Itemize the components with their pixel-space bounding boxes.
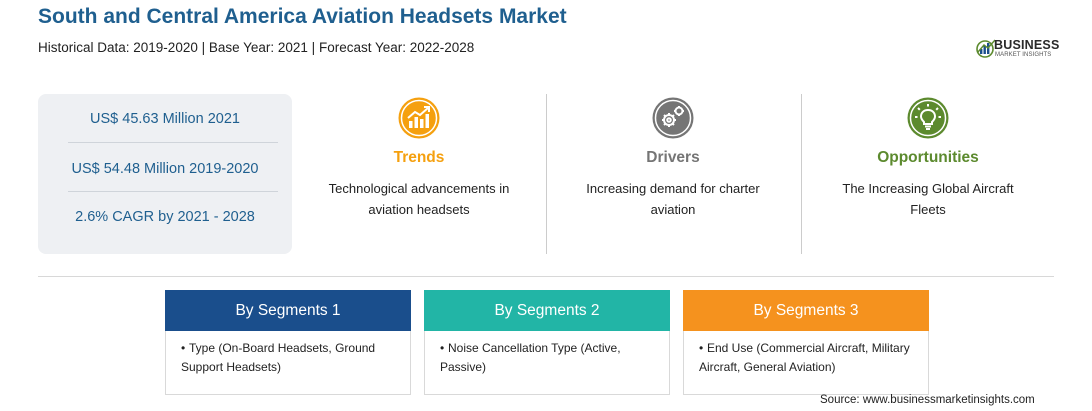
column-divider xyxy=(546,94,547,254)
segment-3-bullet: End Use (Commercial Aircraft, Military A… xyxy=(699,341,910,374)
segment-card-3: By Segments 3 • End Use (Commercial Aircr… xyxy=(683,290,929,395)
trend-chart-icon xyxy=(398,97,440,139)
opportunities-heading: Opportunities xyxy=(877,149,979,166)
drivers-heading: Drivers xyxy=(646,149,700,166)
trends-column: Trends Technological advancements in avi… xyxy=(294,94,544,254)
stat-cagr: 2.6% CAGR by 2021 - 2028 xyxy=(75,209,255,225)
segment-1-body: • Type (On-Board Headsets, Ground Support… xyxy=(181,339,407,377)
stat-divider xyxy=(68,191,278,192)
trends-text: Technological advancements in aviation h… xyxy=(328,181,510,217)
segment-3-body: • End Use (Commercial Aircraft, Military … xyxy=(699,339,925,377)
key-stats-panel: US$ 45.63 Million 2021 US$ 54.48 Million… xyxy=(38,94,292,254)
bullet-icon: • xyxy=(699,341,704,355)
company-logo[interactable]: BUSINESS MARKET INSIGHTS xyxy=(976,36,1066,60)
bullet-icon: • xyxy=(181,341,186,355)
segment-card-1: By Segments 1 • Type (On-Board Headsets, … xyxy=(165,290,411,395)
page-title: South and Central America Aviation Heads… xyxy=(38,5,567,28)
segment-card-2: By Segments 2 • Noise Cancellation Type (… xyxy=(424,290,670,395)
stat-divider xyxy=(68,142,278,143)
opportunities-text: The Increasing Global Aircraft Fleets xyxy=(842,181,1014,217)
segment-1-header: By Segments 1 xyxy=(165,290,411,331)
segment-1-bullet: Type (On-Board Headsets, Ground Support … xyxy=(181,341,376,374)
section-divider xyxy=(38,276,1054,277)
logo-text-primary: BUSINESS xyxy=(994,38,1060,52)
page-subtitle: Historical Data: 2019-2020 | Base Year: … xyxy=(38,40,475,55)
column-divider xyxy=(801,94,802,254)
stat-market-value-2021: US$ 45.63 Million 2021 xyxy=(90,111,240,127)
segment-3-header: By Segments 3 xyxy=(683,290,929,331)
segment-2-body: • Noise Cancellation Type (Active, Passiv… xyxy=(440,339,666,377)
logo-globe-icon xyxy=(976,39,996,58)
source-credit: Source: www.businessmarketinsights.com xyxy=(820,394,1035,406)
drivers-column: Drivers Increasing demand for charter av… xyxy=(548,94,798,254)
trends-heading: Trends xyxy=(393,149,445,166)
logo-text-secondary: MARKET INSIGHTS xyxy=(995,52,1052,58)
bullet-icon: • xyxy=(440,341,445,355)
drivers-text: Increasing demand for charter aviation xyxy=(586,181,760,217)
lightbulb-icon xyxy=(907,97,949,139)
segment-2-header: By Segments 2 xyxy=(424,290,670,331)
gears-icon xyxy=(652,97,694,139)
opportunities-column: Opportunities The Increasing Global Airc… xyxy=(803,94,1053,254)
segment-2-bullet: Noise Cancellation Type (Active, Passive… xyxy=(440,341,621,374)
stat-market-value-historical: US$ 54.48 Million 2019-2020 xyxy=(71,161,259,177)
